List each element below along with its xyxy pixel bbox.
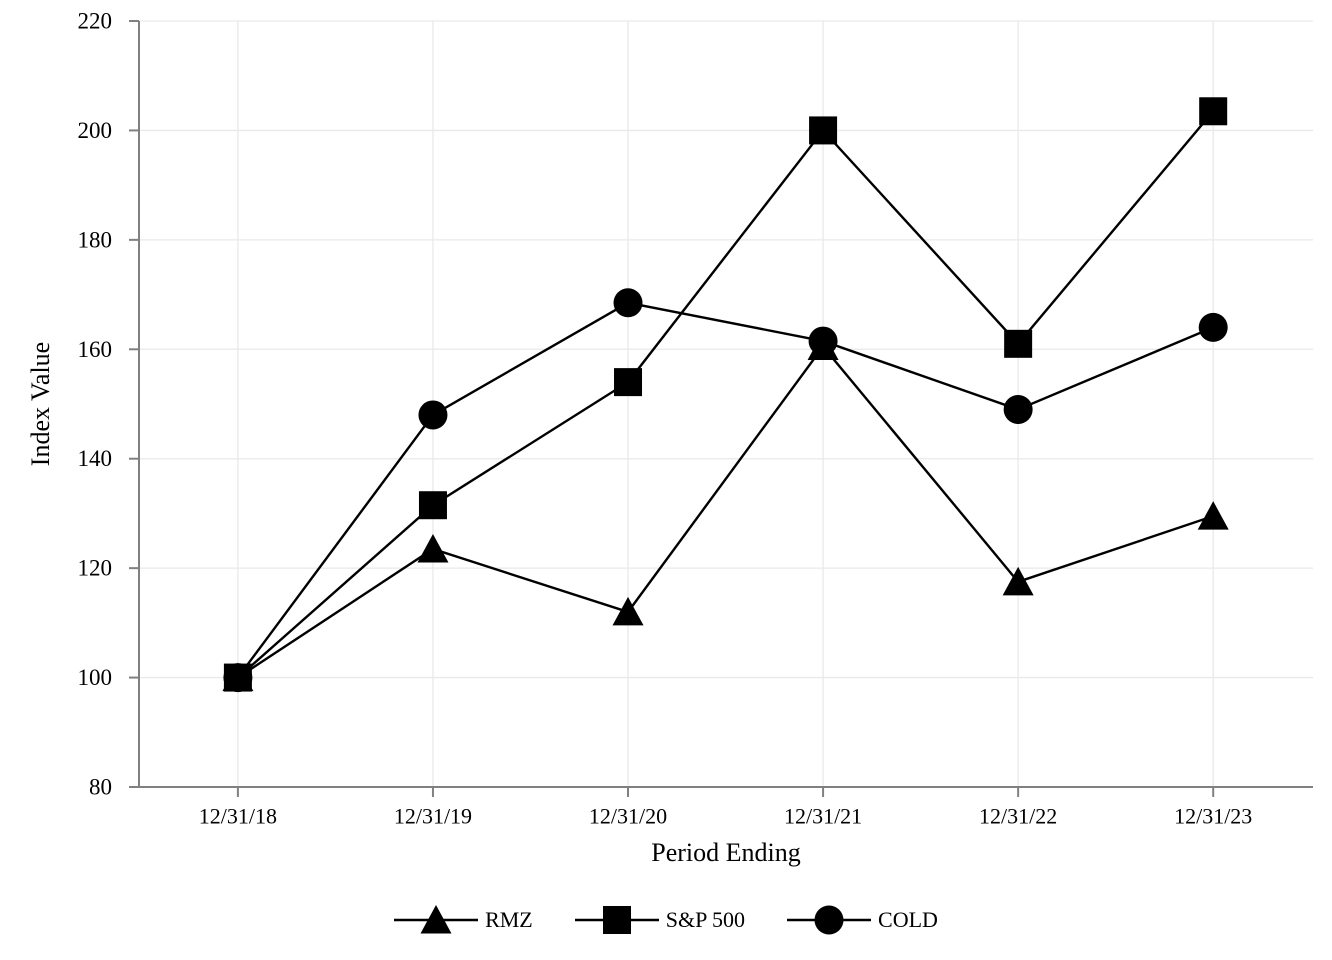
marker-COLD-12/31/21 xyxy=(808,326,838,356)
marker-RMZ-12/31/22 xyxy=(1002,566,1034,596)
legend-circle-marker-icon xyxy=(787,905,872,935)
legend-triangle-marker-icon xyxy=(394,905,479,934)
x-tick-label: 12/31/19 xyxy=(394,804,472,829)
series-line-RMZ xyxy=(237,344,1214,679)
x-tick-label: 12/31/18 xyxy=(199,804,277,829)
marker-S&P 500-12/31/21 xyxy=(809,116,838,145)
series-line-COLD xyxy=(236,301,1214,679)
y-tick-label-140: 140 xyxy=(78,446,113,471)
legend-label-RMZ: RMZ xyxy=(485,907,533,932)
legend-label-S&P 500: S&P 500 xyxy=(665,907,746,932)
x-tick-label: 12/31/20 xyxy=(589,804,667,829)
legend-marker-COLD xyxy=(814,905,844,935)
marker-COLD-12/31/19 xyxy=(418,400,448,430)
marker-S&P 500-12/31/18 xyxy=(223,663,252,692)
y-tick-label-200: 200 xyxy=(78,118,113,143)
legend-label-COLD: COLD xyxy=(878,907,938,932)
marker-S&P 500-12/31/19 xyxy=(418,491,447,520)
marker-S&P 500-12/31/22 xyxy=(1004,329,1033,358)
x-tick-label: 12/31/23 xyxy=(1174,804,1252,829)
marker-COLD-12/31/22 xyxy=(1003,394,1033,424)
y-tick-label-180: 180 xyxy=(78,227,113,252)
legend-item-COLD: COLD xyxy=(787,903,938,937)
legend-item-RMZ: RMZ xyxy=(394,903,533,937)
series-S&P 500 xyxy=(223,97,1228,692)
y-tick-label-80: 80 xyxy=(89,775,112,800)
y-axis-title: Index Value xyxy=(26,341,55,467)
marker-RMZ-12/31/20 xyxy=(612,596,644,626)
legend: RMZ S&P 500 COLD xyxy=(0,903,1332,937)
legend-marker-RMZ xyxy=(420,905,452,934)
marker-COLD-12/31/20 xyxy=(613,288,643,318)
x-axis-title: Period Ending xyxy=(651,838,801,867)
y-tick-label-100: 100 xyxy=(78,665,113,690)
series-line-S&P 500 xyxy=(237,110,1215,679)
x-tick-label: 12/31/22 xyxy=(979,804,1057,829)
legend-item-S&P 500: S&P 500 xyxy=(574,903,746,937)
marker-S&P 500-12/31/23 xyxy=(1199,97,1228,126)
marker-RMZ-12/31/23 xyxy=(1197,501,1229,530)
y-tick-label-120: 120 xyxy=(78,556,113,581)
y-tick-label-220: 220 xyxy=(78,9,113,34)
legend-square-marker-icon xyxy=(574,906,659,934)
x-tick-label: 12/31/21 xyxy=(784,804,862,829)
marker-COLD-12/31/23 xyxy=(1198,312,1228,342)
marker-S&P 500-12/31/20 xyxy=(614,368,643,397)
marker-RMZ-12/31/19 xyxy=(417,533,449,563)
legend-marker-S&P 500 xyxy=(602,906,631,934)
y-tick-label-160: 160 xyxy=(78,337,113,362)
